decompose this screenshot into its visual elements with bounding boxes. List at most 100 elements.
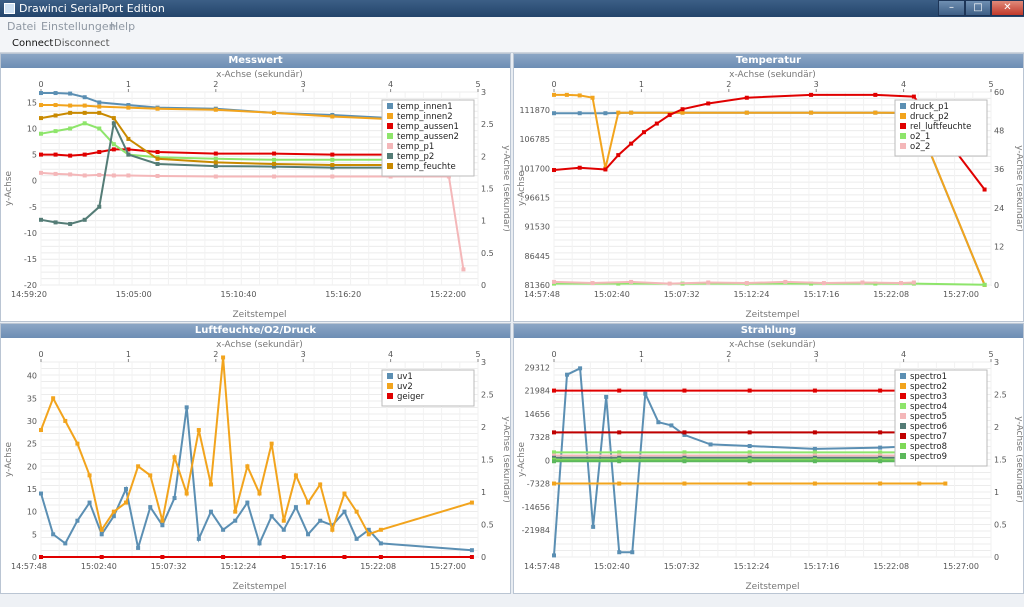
data-point-temp_p1 xyxy=(272,174,277,179)
data-point-temp_innen2 xyxy=(330,114,335,119)
y2-tick-label: 2 xyxy=(481,152,486,161)
y2-tick-label: 1 xyxy=(481,488,486,497)
legend-label: temp_aussen1 xyxy=(397,122,459,132)
data-point-temp_innen1 xyxy=(53,91,58,96)
x2-tick-label: 5 xyxy=(988,350,993,359)
data-point-uv2 xyxy=(342,491,347,496)
x-tick-label: 15:12:24 xyxy=(734,290,770,299)
data-point-uv2 xyxy=(354,509,359,514)
y2-tick-label: 2 xyxy=(994,423,999,432)
legend-label: spectro8 xyxy=(910,442,947,452)
x2-tick-label: 1 xyxy=(639,80,644,89)
data-point-spectro2 xyxy=(747,481,752,486)
data-point-temp_aussen2 xyxy=(272,157,277,162)
panel-title: Messwert xyxy=(1,54,510,68)
data-point-temp_feuchte xyxy=(126,136,131,141)
data-point-rel_luftfeuchte xyxy=(552,168,556,173)
legend-label: spectro6 xyxy=(910,422,947,432)
data-point-druck_p2 xyxy=(577,93,582,98)
legend-box xyxy=(381,369,475,407)
legend-swatch xyxy=(900,113,906,119)
data-point-temp_aussen1 xyxy=(97,149,102,154)
close-button[interactable]: ✕ xyxy=(991,0,1024,16)
data-point-o2_2 xyxy=(667,281,672,286)
y-axis-label: y-Achse xyxy=(4,441,14,477)
maximize-button[interactable]: □ xyxy=(965,0,991,16)
data-point-uv2 xyxy=(51,396,56,401)
menu-help[interactable]: Help xyxy=(110,20,136,33)
data-point-temp_p1 xyxy=(82,173,87,178)
data-point-temp_p1 xyxy=(446,174,451,179)
data-point-spectro4 xyxy=(617,450,622,455)
data-point-spectro9 xyxy=(878,459,883,464)
y-tick-label: 106785 xyxy=(519,135,550,144)
legend-swatch xyxy=(900,103,906,109)
y-tick-label: 40 xyxy=(27,372,37,381)
minimize-button[interactable]: – xyxy=(938,0,965,16)
y2-tick-label: 3 xyxy=(994,358,999,367)
y2-axis-label: y-Achse (sekundär) xyxy=(501,416,510,502)
window-titlebar: Drawinci SerialPort Edition – □ ✕ xyxy=(0,0,1024,17)
y-tick-label: 86445 xyxy=(525,252,550,261)
data-point-rel_luftfeuchte xyxy=(603,167,608,172)
y-tick-label: 96615 xyxy=(525,193,550,202)
data-point-uv2 xyxy=(269,441,274,446)
data-point-temp_p2 xyxy=(126,152,131,157)
data-point-spectro2 xyxy=(878,481,883,486)
legend-box xyxy=(381,99,475,177)
data-point-spectro1 xyxy=(565,372,570,377)
x-tick-label: 15:16:20 xyxy=(325,290,361,299)
y2-tick-label: 2 xyxy=(481,423,486,432)
data-point-o2_2 xyxy=(706,280,711,285)
data-point-druck_p2 xyxy=(629,110,634,115)
y-tick-label: 21984 xyxy=(525,387,550,396)
chart-panel-temperatur: Temperatur x-Achse (sekundär) 0 1 2 3 4 5 14:57… xyxy=(513,53,1024,322)
data-point-spectro1 xyxy=(682,432,687,437)
data-point-uv1 xyxy=(111,514,116,519)
connect-button[interactable]: Connect xyxy=(12,38,54,49)
chart-panel-luftfeuchte: Luftfeuchte/O2/Druck x-Achse (sekundär) 0… xyxy=(0,323,511,594)
data-point-spectro4 xyxy=(682,450,687,455)
legend-label: geiger xyxy=(397,392,425,402)
data-point-spectro1 xyxy=(591,524,596,529)
x-tick-label: 15:22:00 xyxy=(430,290,466,299)
x2-tick-label: 5 xyxy=(988,80,993,89)
data-point-uv1 xyxy=(245,500,250,505)
data-point-druck_p2 xyxy=(590,95,595,100)
y2-tick-label: 0 xyxy=(481,281,486,290)
data-point-spectro9 xyxy=(812,459,817,464)
x-tick-label: 15:17:16 xyxy=(803,562,839,571)
x-axis-label: Zeitstempel xyxy=(232,310,286,320)
data-point-uv2 xyxy=(366,532,371,537)
menu-datei[interactable]: Datei xyxy=(7,20,37,33)
disconnect-button[interactable]: Disconnect xyxy=(54,38,110,49)
legend-swatch xyxy=(900,403,906,409)
data-point-uv2 xyxy=(330,527,335,532)
menu-einstellungen[interactable]: Einstellungen xyxy=(41,20,116,33)
data-point-o2_2 xyxy=(552,279,556,284)
data-point-uv1 xyxy=(281,527,286,532)
y-tick-label: 10 xyxy=(27,125,37,134)
data-point-uv1 xyxy=(306,532,311,537)
data-point-temp_p2 xyxy=(272,164,277,169)
chart-panel-strahlung: Strahlung x-Achse (sekundär) 0 1 2 3 4 5 14:57:… xyxy=(513,323,1024,594)
data-point-uv2 xyxy=(148,473,153,478)
data-point-uv1 xyxy=(221,527,226,532)
x2-tick-label: 2 xyxy=(213,80,218,89)
data-point-druck_p2 xyxy=(552,92,556,97)
data-point-temp_aussen2 xyxy=(330,157,335,162)
x-tick-label: 15:27:00 xyxy=(943,290,979,299)
data-point-temp_aussen1 xyxy=(155,149,160,154)
y-tick-label: -14656 xyxy=(522,503,550,512)
x2-tick-label: 3 xyxy=(814,350,819,359)
x-tick-label: 15:02:40 xyxy=(594,290,630,299)
y-tick-label: -21984 xyxy=(522,526,550,535)
data-point-rel_luftfeuchte xyxy=(744,95,749,100)
y-tick-label: 15 xyxy=(27,485,37,494)
window-title: Drawinci SerialPort Edition xyxy=(19,2,165,15)
y2-tick-label: 3 xyxy=(481,88,486,97)
data-point-uv2 xyxy=(136,464,141,469)
data-point-druck_p2 xyxy=(873,110,878,115)
data-point-spectro1 xyxy=(630,550,635,555)
data-point-temp_innen2 xyxy=(213,107,218,112)
